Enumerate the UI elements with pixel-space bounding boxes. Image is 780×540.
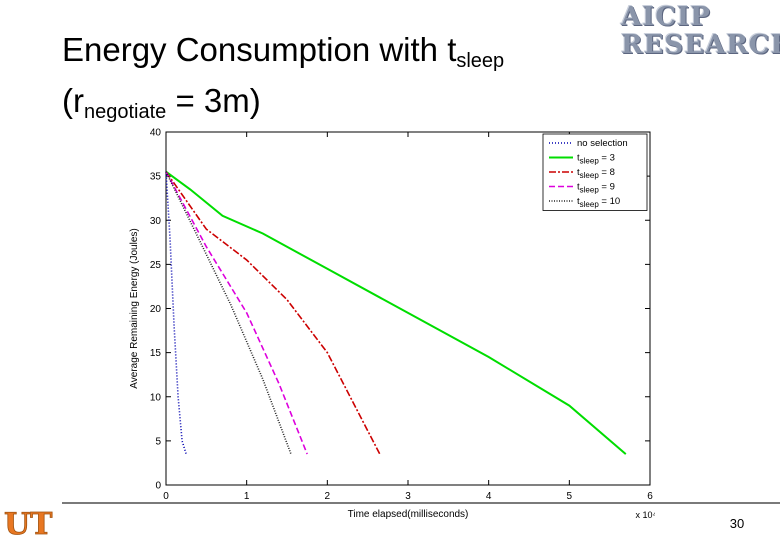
series-line-3: [165, 171, 308, 455]
footer-divider: [0, 502, 780, 504]
y-tick-label: 5: [155, 436, 161, 447]
x-tick-label: 3: [405, 491, 411, 502]
y-tick-label: 15: [150, 348, 162, 359]
x-tick-label: 2: [325, 491, 331, 502]
title-main-text: Energy Consumption with t: [62, 31, 457, 68]
y-tick-label: 20: [150, 304, 162, 315]
legend-label-2: tsleep = 8: [577, 167, 615, 180]
y-tick-label: 40: [150, 128, 162, 139]
x-tick-label: 6: [647, 491, 653, 502]
ut-logo-text: UT: [4, 507, 53, 540]
y-tick-label: 10: [150, 392, 162, 403]
slide-title: Energy Consumption with tsleep (rnegotia…: [62, 30, 504, 132]
y-tick-label: 35: [150, 172, 162, 183]
series-line-2: [165, 171, 381, 455]
legend-label-4: tsleep = 10: [577, 196, 620, 209]
series-line-4: [165, 171, 292, 455]
title-line-2: (rnegotiate = 3m): [62, 81, 504, 132]
title-line2-subscript: negotiate: [83, 101, 167, 123]
x-axis-label: Time elapsed(milliseconds): [348, 509, 469, 520]
page-number: 30: [729, 516, 745, 531]
x-tick-label: 0: [163, 491, 169, 502]
x-axis-exponent: x 10⁴: [636, 510, 655, 520]
title-line2-suffix: = 3m): [166, 82, 261, 119]
y-axis-label: Average Remaining Energy (Joules): [129, 228, 140, 388]
legend-label-1: tsleep = 3: [577, 153, 615, 166]
aicip-research-logo: AICIP RESEARCH: [615, 2, 780, 64]
title-line-1: Energy Consumption with tsleep: [62, 30, 504, 81]
logo-line-2: RESEARCH: [621, 30, 780, 60]
y-tick-label: 0: [155, 481, 161, 492]
legend-box: [542, 133, 648, 211]
title-subscript: sleep: [456, 50, 505, 72]
ut-logo: UT: [0, 500, 62, 540]
legend-label-0: no selection: [577, 138, 628, 149]
y-tick-label: 30: [150, 216, 162, 227]
title-line2-prefix: (r: [62, 82, 84, 119]
logo-line-1: AICIP: [621, 2, 711, 32]
x-tick-label: 4: [486, 491, 492, 502]
legend-label-3: tsleep = 9: [577, 182, 615, 195]
energy-line-chart: 0 1 2 3 4 5 6 0 5 10 15 20 25 30 35 40 Time elapsed(mill…: [125, 125, 655, 520]
x-tick-label: 1: [244, 491, 250, 502]
series-layer: [165, 170, 627, 455]
y-tick-label: 25: [150, 260, 162, 271]
x-tick-label: 5: [567, 491, 573, 502]
axes-layer: 0 1 2 3 4 5 6 0 5 10 15 20 25 30 35 40 Time elapsed(mill…: [129, 128, 655, 521]
series-line-1: [165, 170, 627, 455]
